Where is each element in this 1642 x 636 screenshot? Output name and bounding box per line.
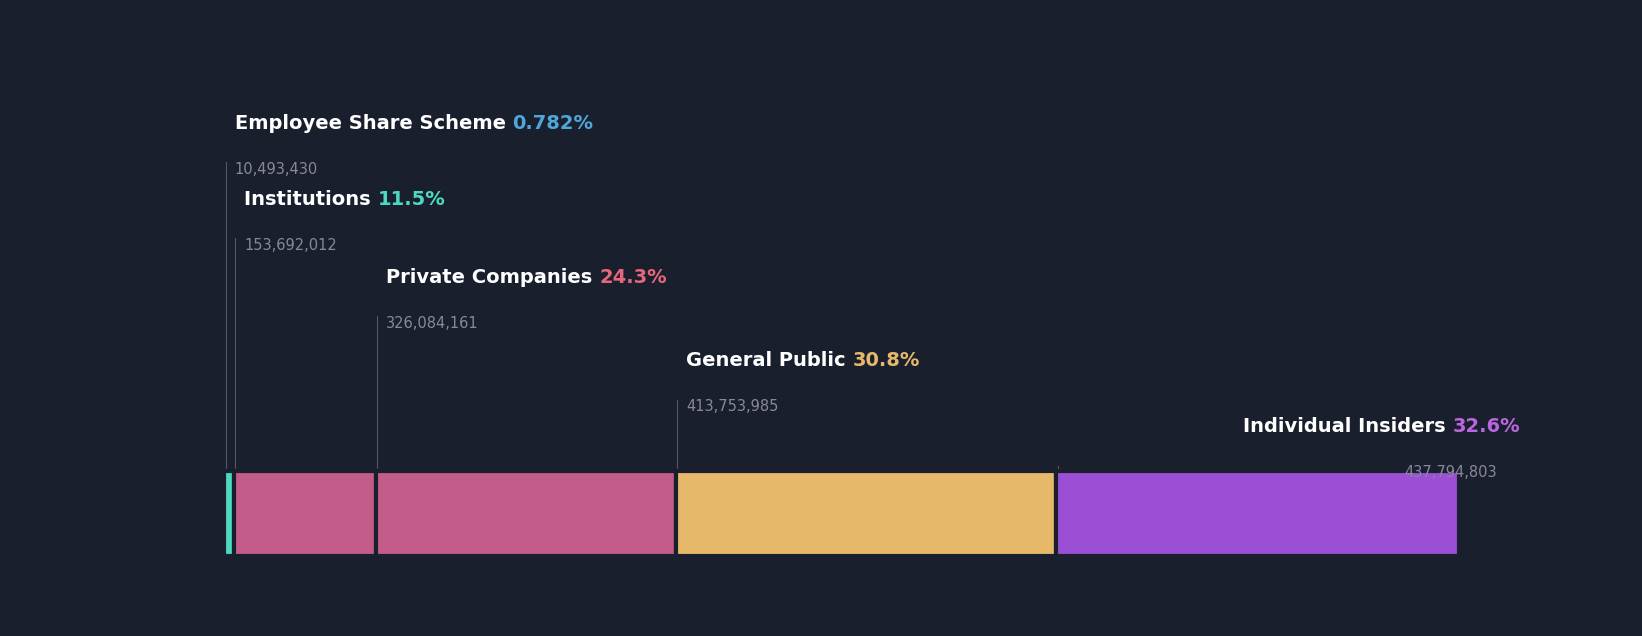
- Bar: [677, 471, 1056, 556]
- Text: 153,692,012: 153,692,012: [245, 238, 337, 252]
- Bar: [225, 471, 235, 556]
- Text: General Public: General Public: [686, 351, 852, 370]
- Text: Institutions: Institutions: [245, 190, 378, 209]
- Text: 413,753,985: 413,753,985: [686, 399, 778, 414]
- Bar: [235, 471, 376, 556]
- Text: Individual Insiders: Individual Insiders: [1243, 417, 1453, 436]
- Text: 10,493,430: 10,493,430: [235, 162, 319, 177]
- Text: 32.6%: 32.6%: [1453, 417, 1520, 436]
- Text: 437,794,803: 437,794,803: [1404, 466, 1498, 480]
- Text: 11.5%: 11.5%: [378, 190, 445, 209]
- Bar: [376, 471, 677, 556]
- Text: 30.8%: 30.8%: [852, 351, 920, 370]
- Text: Private Companies: Private Companies: [386, 268, 599, 287]
- Text: 326,084,161: 326,084,161: [386, 316, 479, 331]
- Text: Employee Share Scheme: Employee Share Scheme: [235, 114, 512, 133]
- Text: 24.3%: 24.3%: [599, 268, 667, 287]
- Text: 0.782%: 0.782%: [512, 114, 593, 133]
- Bar: [1056, 471, 1458, 556]
